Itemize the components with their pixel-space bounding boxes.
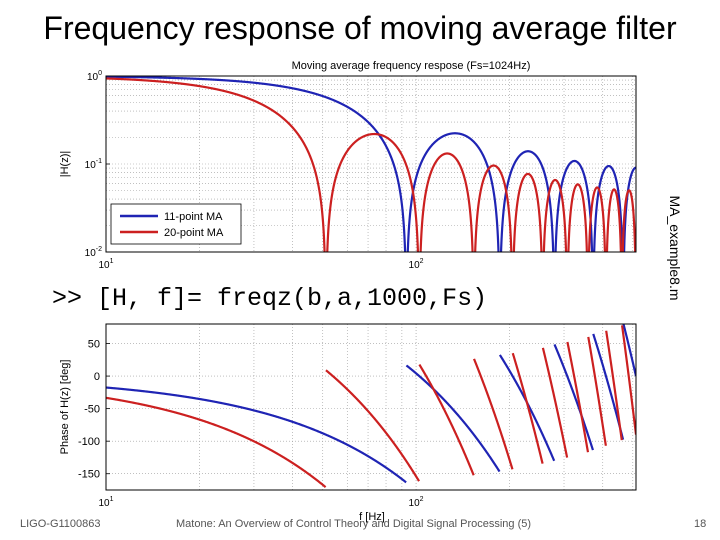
axes-box — [105, 323, 637, 491]
y-tick-label: -150 — [78, 469, 100, 481]
chart-title: Moving average frequency respose (Fs=102… — [292, 60, 531, 72]
y-tick-label: 0 — [94, 371, 100, 383]
series-line-20pt — [106, 325, 636, 488]
y-tick-label: -50 — [84, 404, 100, 416]
x-tick-label: 102 — [409, 496, 424, 509]
slide-title: Frequency response of moving average fil… — [43, 10, 677, 46]
y-tick-label: 10-1 — [85, 158, 102, 171]
y-tick-label: 100 — [87, 70, 102, 83]
legend-label: 11-point MA — [164, 211, 223, 223]
document-id: LIGO-G1100863 — [20, 518, 101, 530]
y-axis-label: Phase of H(z) [deg] — [59, 360, 71, 455]
y-tick-label: 50 — [88, 339, 100, 351]
magnitude-plot: 101 102 100 10-1 10-2 Moving average frequenc… — [59, 60, 637, 271]
legend: 11-point MA 20-point MA — [110, 203, 242, 245]
x-tick-label: 102 — [409, 258, 424, 271]
series-line-20pt — [106, 77, 636, 252]
page-number: 18 — [694, 518, 707, 530]
y-tick-label: 10-2 — [85, 246, 102, 259]
legend-box — [110, 203, 242, 245]
x-tick-label: 101 — [98, 258, 113, 271]
script-name-text: MA_example8.m — [667, 195, 683, 301]
matlab-command: >> [H, f]= freqz(b,a,1000,Fs) — [52, 284, 488, 313]
script-name-label: MA_example8.m — [665, 190, 685, 310]
x-axis-label: f [Hz] — [359, 511, 385, 523]
x-tick-label: 101 — [98, 496, 113, 509]
phase-plot: 101 102 50 0 -50 -100 -150 Phase of H(z) [deg] f… — [59, 323, 637, 523]
legend-label: 20-point MA — [164, 227, 224, 239]
axes-box — [105, 75, 637, 253]
y-axis-label: |H(z)| — [59, 151, 71, 178]
footer-citation: Matone: An Overview of Control Theory an… — [176, 518, 532, 530]
series-line-11pt — [106, 76, 636, 252]
y-tick-label: -100 — [78, 436, 100, 448]
